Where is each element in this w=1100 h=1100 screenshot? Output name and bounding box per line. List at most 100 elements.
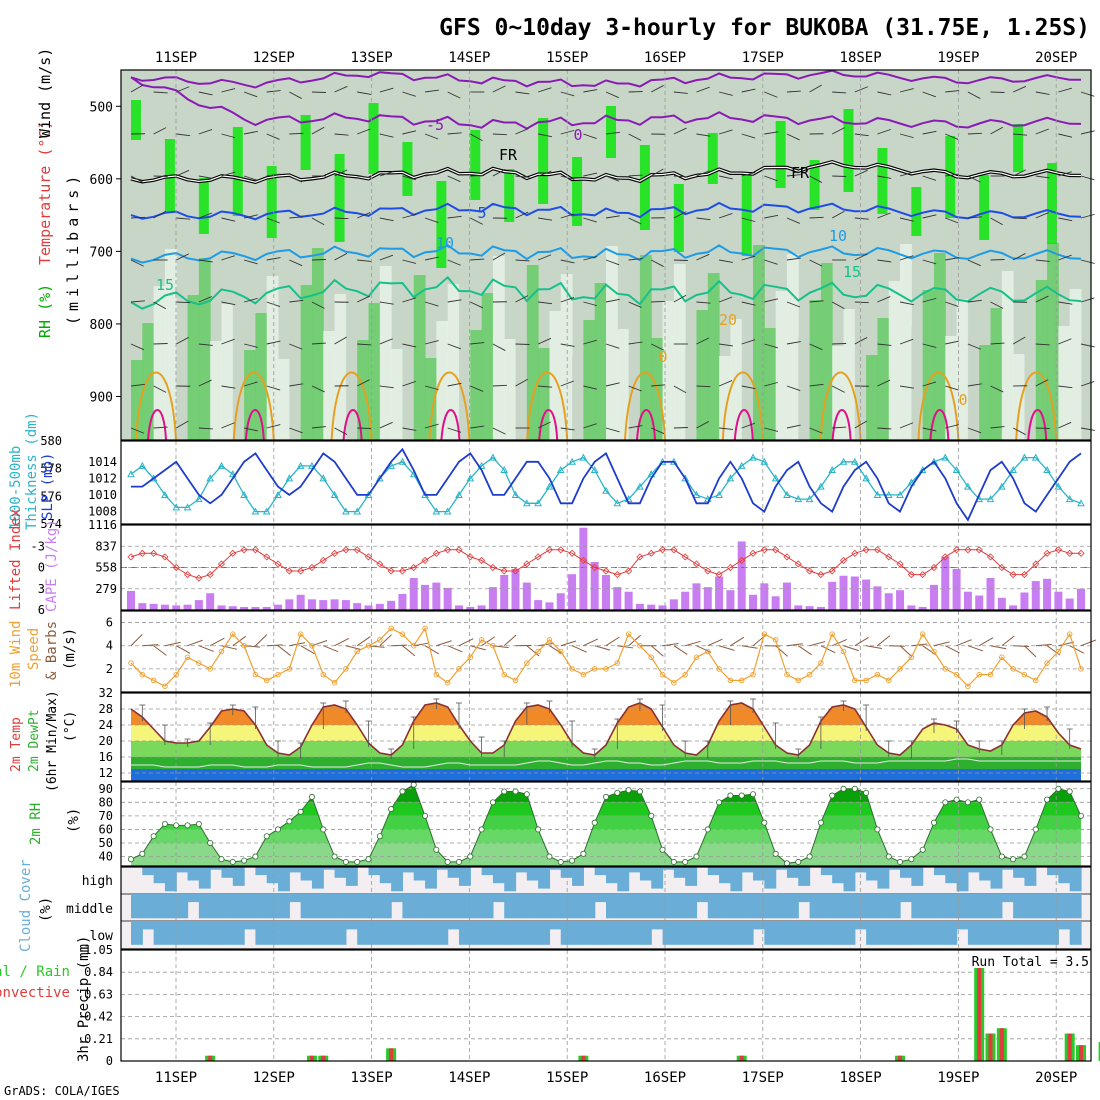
wind-barb [809,259,823,267]
rh-shade-column [244,350,256,440]
cloud-cell [176,894,189,919]
thickness-marker [477,461,486,469]
contour-label: FR [499,146,518,164]
wind-barb [357,212,371,219]
rh-shade-column [549,311,562,440]
wind-barb [605,259,620,266]
li-marker [896,560,904,568]
rh-shade-column [1069,289,1082,440]
cape-bar [749,594,758,610]
wind-barb [221,88,236,93]
rh-marker [1078,812,1085,819]
wind-barb [877,343,892,346]
thickness-marker [839,457,848,465]
li-marker [670,546,678,554]
wind-speed-marker [218,648,225,655]
wind-barb-10m [164,641,181,647]
li-marker [930,563,938,572]
wind-barb-10m [854,637,869,647]
thickness-marker [1020,453,1029,461]
cloud-cell [436,894,449,919]
rh-shade-column [572,357,584,440]
wind-barb [764,175,778,182]
wind-barb [741,217,756,223]
cape-bar [771,596,780,610]
wind-barb [696,385,711,388]
wind-speed-marker [795,677,802,684]
wind-barb [967,132,982,135]
cloud-cell [210,867,223,870]
wind-barb [334,169,348,177]
wind-barb [447,175,461,183]
isotherm-25-loop [1027,409,1048,441]
rh-marker [783,860,790,867]
wind-barb [1080,343,1095,348]
rh-marker [863,789,870,796]
wind-speed-marker [162,683,168,689]
rh-marker [580,850,587,857]
wind-barb [1058,338,1072,345]
rh-marker [603,793,610,800]
wind-barb [719,175,733,180]
wind-speed-marker [512,677,519,684]
wind-barb-10m [538,642,555,647]
wind-barb-10m [820,645,836,654]
cloud-cell [820,921,833,945]
cape-bar [703,587,712,610]
rh-marker [535,826,542,833]
ylabel-temp-2: 2m DewPt [27,709,42,772]
wind-barb [673,127,687,135]
rh-marker [501,788,508,795]
isotherm-25-loop [244,409,265,441]
rh-marker [953,796,960,803]
cloud-cell [153,867,166,884]
wind-speed-marker [444,679,451,686]
wind-barb [764,343,778,349]
wind-speed-marker [953,671,960,678]
date-label-bottom: 14SEP [448,1070,490,1086]
slp-line [131,447,1082,522]
wind-barb [1012,85,1027,93]
wind-tick-label: 2 [106,662,113,676]
rh-shade-column [617,329,630,440]
wind-barb [357,295,371,303]
ylabel-wind-3: & Barbs [44,621,60,680]
thickness-marker [161,490,169,498]
rh-marker [625,787,632,794]
wind-barb [447,215,462,219]
cloud-cell [911,867,924,886]
wind-barb-10m [424,645,440,655]
isotherm-25-loop [929,409,950,441]
wind-barb [628,133,642,141]
wind-barb [560,129,575,135]
wind-barb [289,216,304,219]
wind-barb [402,427,417,431]
y-tick-label: 900 [90,390,113,405]
cloud-cell [1013,921,1026,945]
rh-tick-label: 80 [99,795,113,809]
thickness-marker [511,490,520,498]
wind-barb [899,255,914,261]
precip-convective-bar [739,1055,744,1061]
wind-barb-10m [662,642,679,647]
isotherm-25-loop [342,409,363,441]
slp-frame [120,440,1092,525]
cloud-cell [662,921,675,945]
cloud-cell [560,894,573,919]
wind-barb [651,259,664,267]
cloud-cell [741,921,754,945]
rh-marker [1055,785,1062,792]
cloud-cell [956,921,969,930]
wind-barb-10m [1001,635,1015,647]
li-marker [647,549,655,557]
wind-barb [379,385,394,389]
wind-barb [854,217,869,220]
wind-barb [1058,133,1073,138]
ylabel-precip-conv: Convective [0,985,70,1001]
thickness-marker [1043,466,1051,474]
wind-barb [311,385,325,393]
rh-shade-column [345,257,358,440]
wind-speed-marker [659,671,666,678]
wind-speed-marker [840,648,847,655]
cloud-cell [278,921,290,945]
